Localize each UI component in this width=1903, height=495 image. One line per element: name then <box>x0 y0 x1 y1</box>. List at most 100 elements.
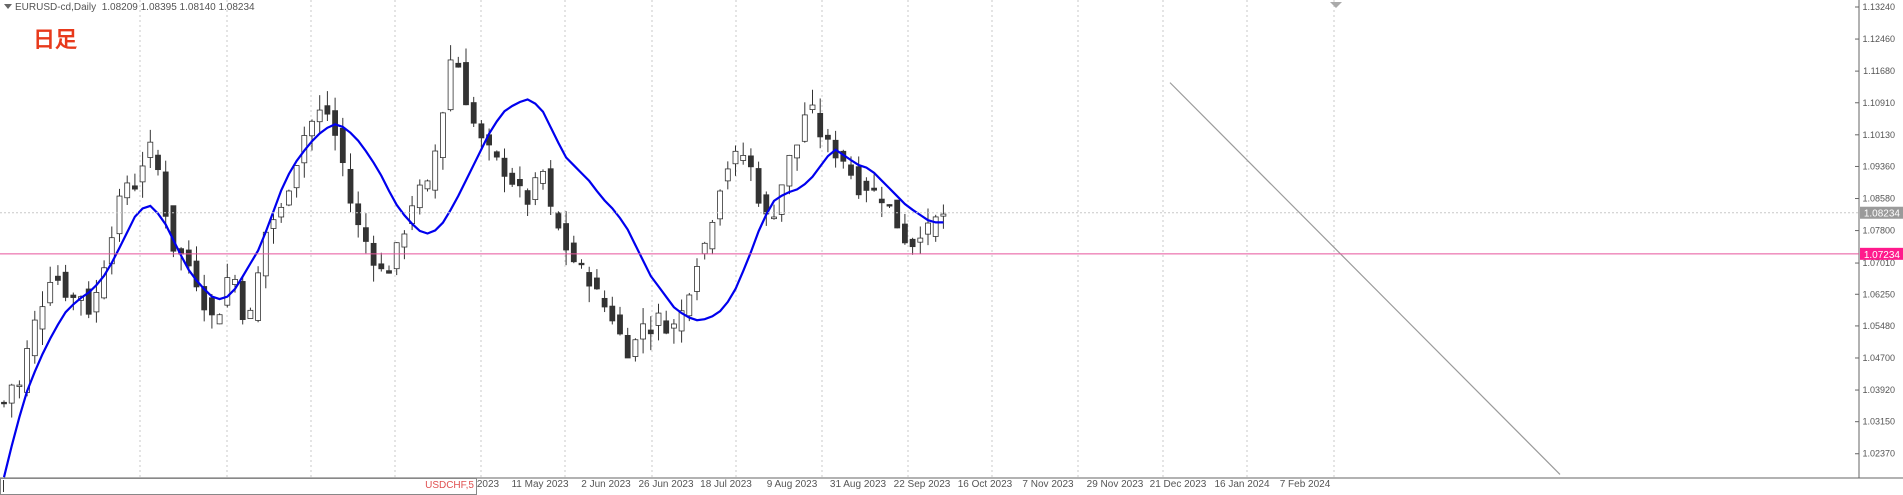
price-tick-label: 1.12460 <box>1862 34 1895 44</box>
time-tick-label: 22 Sep 2023 <box>894 479 951 490</box>
candle-body <box>324 105 331 115</box>
symbol-tab-bar[interactable]: USDCHF,5 <box>0 478 477 495</box>
horizontal-grid <box>1855 6 1859 455</box>
candle-body <box>185 249 192 267</box>
collapse-triangle-icon[interactable] <box>4 4 12 9</box>
candle-body <box>31 319 38 357</box>
candle-body <box>671 323 677 329</box>
candle-body <box>517 179 523 187</box>
candle-body <box>455 62 462 68</box>
candle-body <box>878 198 885 204</box>
candle-body <box>355 203 362 226</box>
candle-body <box>524 190 531 205</box>
price-tick-label: 1.09360 <box>1862 161 1895 171</box>
chart-header: EURUSD-cd,Daily 1.08209 1.08395 1.08140 … <box>4 2 255 13</box>
symbol-label: EURUSD-cd,Daily <box>15 2 97 13</box>
current-price-badge: 1.08234 <box>1860 206 1903 220</box>
candle-body <box>470 102 477 124</box>
candle-body <box>886 204 893 207</box>
candle-body <box>578 262 585 266</box>
vertical-grid <box>139 0 1335 478</box>
candle-body <box>540 171 546 184</box>
candle-body <box>70 294 77 298</box>
candle-body <box>632 339 639 357</box>
candle-body <box>740 155 747 161</box>
price-tick-label: 1.11680 <box>1863 66 1895 76</box>
time-tick-label: 2 Jun 2023 <box>581 479 631 490</box>
candle-body <box>694 266 700 292</box>
candle-body <box>386 270 392 274</box>
time-scale: 2023 11 May 2023 2 Jun 2023 26 Jun 2023 18 J… <box>477 479 1331 490</box>
candle-body <box>208 297 215 316</box>
candle-body <box>594 277 600 290</box>
time-tick-label: 7 Feb 2024 <box>1280 479 1331 490</box>
candle-body <box>925 222 931 235</box>
candle-body <box>439 112 446 159</box>
candle-body <box>686 294 693 317</box>
candle-body <box>755 168 762 204</box>
price-tick-label: 1.03920 <box>1862 385 1895 395</box>
candle-body <box>817 112 824 138</box>
candle-body <box>239 281 246 320</box>
candle-body <box>871 187 877 191</box>
candle-body <box>586 272 593 287</box>
candle-body <box>193 260 200 288</box>
scroll-marker-icon[interactable] <box>1330 2 1342 8</box>
candle-body <box>432 150 439 191</box>
candle-body <box>848 164 854 176</box>
level-badge: 1.07234 <box>1860 247 1903 261</box>
candle-body <box>332 110 339 136</box>
candle-body <box>347 168 354 204</box>
candle-body <box>809 104 816 110</box>
candle-body <box>709 221 716 250</box>
candle-body <box>155 154 161 171</box>
candle-body <box>717 190 723 220</box>
tab-usdchf[interactable]: USDCHF,5 <box>425 480 474 491</box>
price-tick-label: 1.10130 <box>1862 130 1895 140</box>
candle-body <box>447 59 454 111</box>
candle-body <box>424 180 431 190</box>
candle-body <box>370 242 377 266</box>
time-tick-label: 29 Nov 2023 <box>1087 479 1144 490</box>
candle-body <box>101 267 107 299</box>
candle-body <box>55 275 61 281</box>
candle-body <box>640 323 646 340</box>
candle-body <box>678 310 685 332</box>
candle-body <box>401 233 408 248</box>
candle-body <box>663 320 670 334</box>
candle-body <box>247 309 254 319</box>
time-tick-label: 26 Jun 2023 <box>638 479 693 490</box>
candle-body <box>293 165 300 189</box>
candle-body <box>501 157 508 177</box>
candle-body <box>547 168 554 207</box>
time-tick-label: 9 Aug 2023 <box>767 479 818 490</box>
price-tick-label: 1.07800 <box>1862 226 1895 236</box>
price-scale: 1.13240 1.12460 1.11680 1.10910 1.10130 1.093… <box>1862 2 1895 459</box>
candle-body <box>316 109 323 123</box>
trendline[interactable] <box>1169 82 1561 475</box>
candle-body <box>617 314 623 335</box>
time-tick-label: 21 Dec 2023 <box>1150 479 1207 490</box>
candle-body <box>609 305 616 322</box>
candle-body <box>855 166 862 196</box>
candle-body <box>378 263 385 270</box>
candle-body <box>147 141 154 158</box>
candle-body <box>39 306 46 330</box>
candle-body <box>270 219 277 229</box>
time-tick-label: 2023 <box>477 479 500 490</box>
candle-body <box>285 190 292 206</box>
price-tick-label: 1.07010 <box>1862 258 1895 268</box>
candle-body <box>601 297 608 308</box>
candle-body <box>932 216 939 237</box>
time-tick-label: 11 May 2023 <box>511 479 569 490</box>
candle-body <box>825 134 831 140</box>
candle-body <box>570 242 577 263</box>
candle-body <box>416 184 423 209</box>
candle-body <box>532 177 539 200</box>
candle-body <box>478 123 485 139</box>
candle-body <box>16 384 23 387</box>
candle-body <box>917 237 924 243</box>
price-tick-label: 1.03150 <box>1862 417 1895 427</box>
candle-body <box>748 155 754 168</box>
